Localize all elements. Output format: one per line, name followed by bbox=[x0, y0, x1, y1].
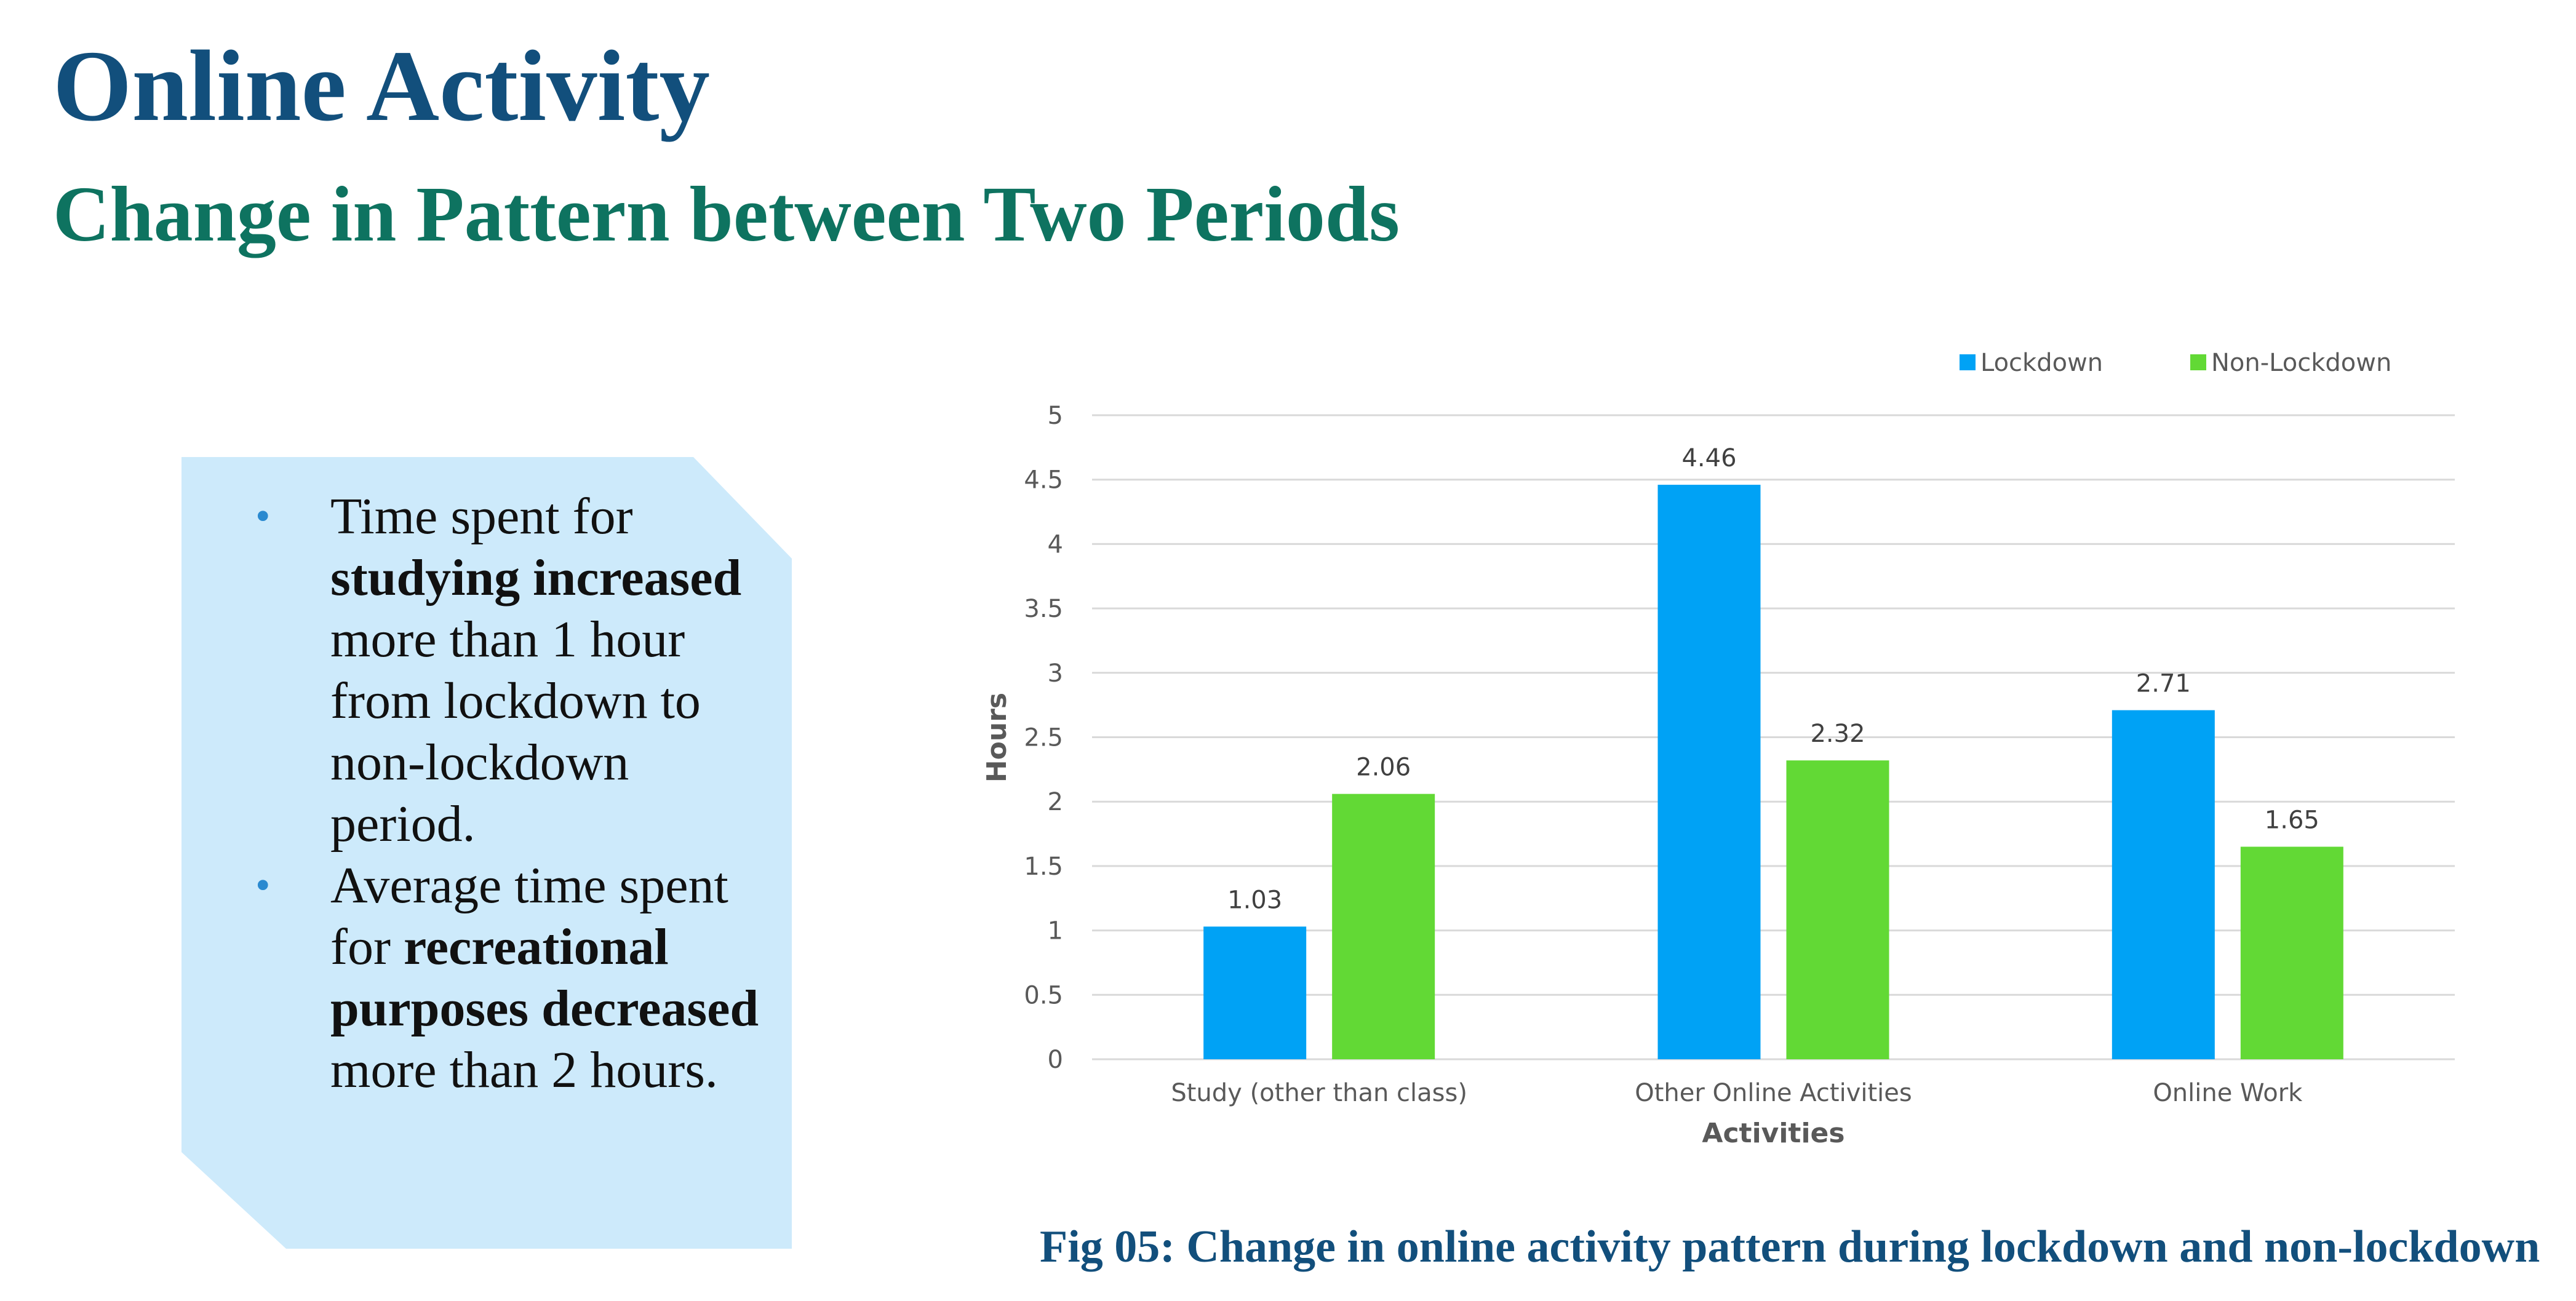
y-tick-label: 4.5 bbox=[1024, 466, 1063, 495]
bullet-emphasis: recreational purposes decreased bbox=[330, 918, 759, 1037]
y-tick-label: 1 bbox=[1048, 917, 1063, 945]
slide-title: Online Activity bbox=[53, 30, 710, 142]
figure-caption: Fig 05: Change in online activity patter… bbox=[1040, 1222, 2540, 1272]
y-tick-label: 2.5 bbox=[1024, 724, 1063, 752]
bullet-item: • Time spent for studying increased more… bbox=[243, 486, 772, 855]
legend-swatch bbox=[2190, 354, 2206, 370]
y-axis-title: Hours bbox=[981, 693, 1013, 782]
bullet-dot-icon: • bbox=[255, 493, 271, 540]
data-label: 2.06 bbox=[1356, 754, 1411, 782]
data-label: 2.71 bbox=[2136, 670, 2191, 698]
bar bbox=[1786, 760, 1889, 1059]
legend-label: Non-Lockdown bbox=[2211, 349, 2391, 377]
y-tick-label: 0.5 bbox=[1024, 981, 1063, 1009]
bar bbox=[1657, 485, 1761, 1059]
y-tick-label: 2 bbox=[1048, 788, 1063, 816]
bullet-item: • Average time spent for recreational pu… bbox=[243, 855, 772, 1101]
data-label: 1.03 bbox=[1227, 886, 1282, 914]
summary-bullet-list: • Time spent for studying increased more… bbox=[243, 486, 772, 1101]
y-tick-label: 3 bbox=[1048, 659, 1063, 688]
bullet-dot-icon: • bbox=[255, 862, 271, 909]
bullet-emphasis: studying increased bbox=[330, 549, 742, 607]
bar bbox=[1332, 794, 1435, 1059]
bar bbox=[1203, 926, 1307, 1059]
y-tick-label: 1.5 bbox=[1024, 853, 1063, 881]
bullet-text: more than 1 hour from lockdown to non-lo… bbox=[330, 611, 701, 853]
slide-subtitle: Change in Pattern between Two Periods bbox=[53, 170, 1400, 258]
bar bbox=[2240, 846, 2343, 1059]
bullet-text: Time spent for bbox=[330, 488, 633, 545]
y-tick-label: 5 bbox=[1048, 402, 1063, 430]
summary-callout-box bbox=[181, 457, 792, 1249]
data-label: 2.32 bbox=[1810, 720, 1865, 748]
legend-label: Lockdown bbox=[1980, 349, 2103, 377]
y-tick-label: 4 bbox=[1048, 530, 1063, 559]
bullet-text: Average time spent for bbox=[330, 857, 728, 976]
data-label: 4.46 bbox=[1681, 444, 1736, 472]
x-tick-label: Online Work bbox=[2153, 1079, 2303, 1107]
x-axis-title: Activities bbox=[1702, 1118, 1844, 1149]
y-tick-label: 0 bbox=[1048, 1046, 1063, 1074]
y-tick-label: 3.5 bbox=[1024, 595, 1063, 623]
data-label: 1.65 bbox=[2265, 806, 2319, 834]
x-tick-label: Study (other than class) bbox=[1171, 1079, 1467, 1107]
bar bbox=[2111, 710, 2215, 1059]
legend-swatch bbox=[1960, 354, 1976, 370]
x-tick-label: Other Online Activities bbox=[1635, 1079, 1912, 1107]
bullet-text: more than 2 hours. bbox=[330, 1041, 718, 1099]
